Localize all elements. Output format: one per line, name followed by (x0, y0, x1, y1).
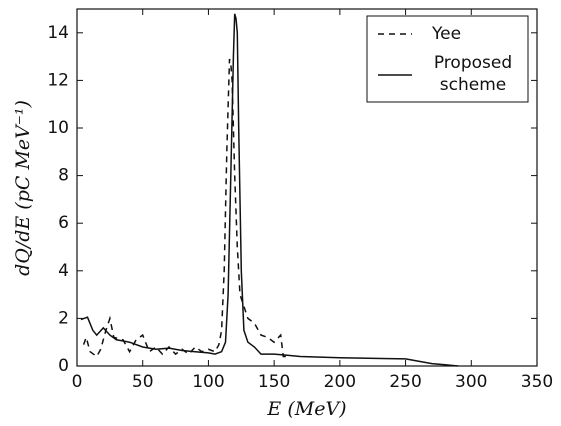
x-tick-label: 150 (258, 372, 290, 392)
x-tick-label: 300 (455, 372, 487, 392)
x-tick-label: 250 (389, 372, 421, 392)
y-tick-label: 14 (47, 23, 69, 43)
y-tick-label: 6 (58, 213, 69, 233)
x-tick-label: 350 (521, 372, 553, 392)
y-tick-label: 10 (47, 118, 69, 138)
series-line (82, 58, 288, 358)
plot-frame (76, 8, 538, 367)
x-tick-label: 100 (192, 372, 224, 392)
legend-box (366, 15, 529, 103)
y-tick-label: 4 (58, 261, 69, 281)
y-axis-label: dQ/dE (pC MeV⁻¹) (12, 100, 34, 276)
x-tick-label: 200 (324, 372, 356, 392)
y-tick-label: 8 (58, 166, 69, 186)
series-line (80, 13, 459, 367)
legend-label: Proposed scheme (433, 53, 513, 95)
x-tick-label: 50 (132, 372, 154, 392)
x-axis-label: E (MeV) (266, 398, 346, 420)
y-tick-label: 2 (58, 308, 69, 328)
y-tick-label: 0 (58, 356, 69, 376)
y-tick-label: 12 (47, 70, 69, 90)
x-tick-label: 0 (72, 372, 83, 392)
legend-label: Yee (431, 24, 461, 44)
